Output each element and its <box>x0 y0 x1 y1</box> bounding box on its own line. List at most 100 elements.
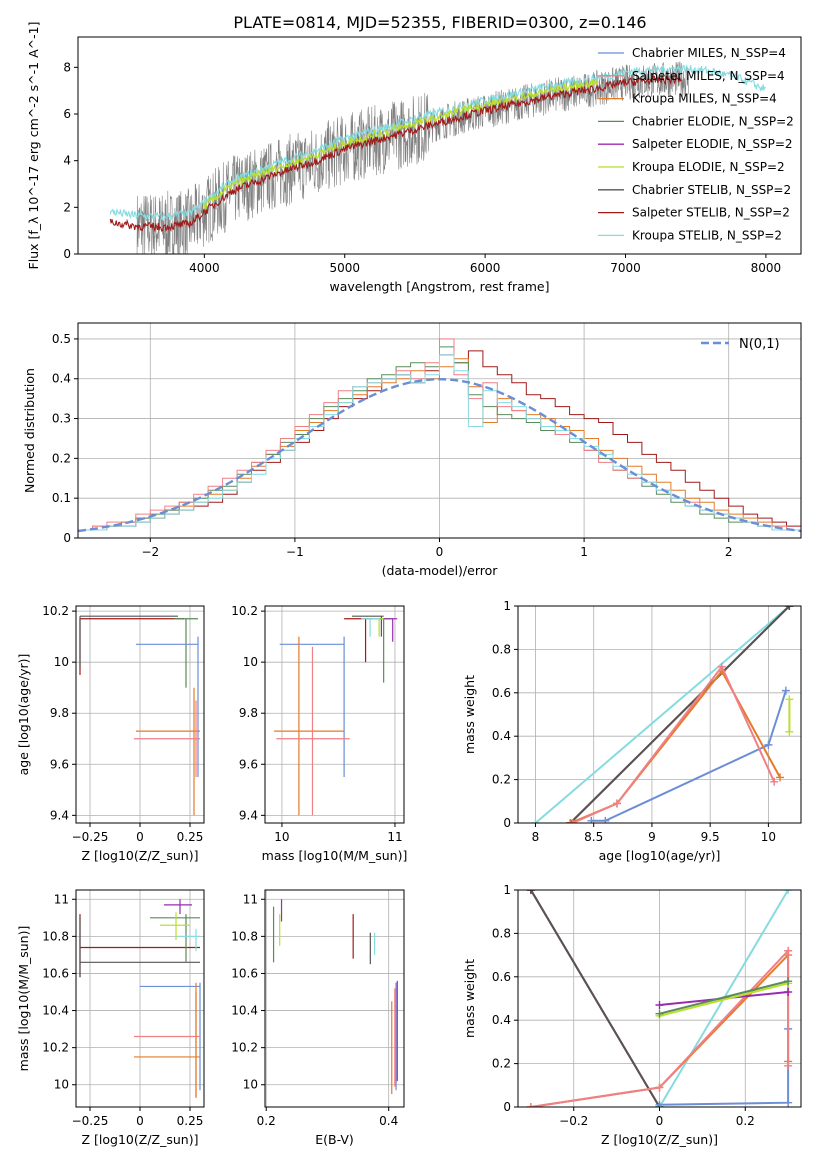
y-tick-label: 6 <box>63 107 71 121</box>
y-axis-label: mass [log10(M/M_sun)] <box>16 926 31 1072</box>
x-tick-label: 11 <box>387 830 402 844</box>
weight-marker <box>785 695 794 704</box>
y-tick-label: 4 <box>63 154 71 168</box>
x-tick-label: −0.25 <box>72 830 109 844</box>
spectrum-line <box>203 78 598 209</box>
y-tick-label: 0.8 <box>492 926 511 940</box>
x-tick-label: −1 <box>286 545 304 559</box>
histogram-step <box>78 354 801 538</box>
y-tick-label: 9.8 <box>239 706 258 720</box>
y-tick-label: 9.4 <box>50 808 69 822</box>
weight-marker <box>784 987 793 996</box>
plot-area <box>78 338 801 538</box>
y-tick-label: 10.8 <box>231 929 258 943</box>
plot-area <box>109 61 766 254</box>
weight-marker <box>770 777 779 786</box>
weight-marker <box>784 946 793 955</box>
spectrum-line <box>109 75 682 233</box>
x-tick-label: 0 <box>136 830 144 844</box>
weight-marker <box>612 799 621 808</box>
y-tick-label: 10.4 <box>231 1004 258 1018</box>
weight-line <box>591 690 787 822</box>
y-tick-label: 0.4 <box>52 372 71 386</box>
y-tick-label: 0 <box>63 247 71 261</box>
weight-line <box>570 669 781 823</box>
y-tick-label: 0.5 <box>52 332 71 346</box>
y-tick-label: 2 <box>63 200 71 214</box>
legend-entry: Salpeter MILES, N_SSP=4 <box>632 69 785 83</box>
weight-line <box>659 980 789 1015</box>
y-axis-label: mass weight <box>462 959 477 1038</box>
x-tick-label: 6000 <box>470 261 501 275</box>
x-axis-label: wavelength [Angstrom, rest frame] <box>329 279 549 294</box>
weight-marker <box>601 816 610 823</box>
y-tick-label: 0.6 <box>492 686 511 700</box>
x-tick-label: 0.2 <box>257 1114 276 1128</box>
gaussian-curve <box>78 377 801 533</box>
panel-mass-vs-Z: −0.25 0 0.25 10 10.2 10.4 10.6 10.8 11 Z [log10(Z… <box>16 889 205 1147</box>
x-tick-label: 7000 <box>610 261 641 275</box>
x-tick-label: 8.5 <box>584 830 603 844</box>
y-tick-label: 11 <box>243 892 258 906</box>
y-tick-label: 0.3 <box>52 412 71 426</box>
x-tick-label: −0.2 <box>559 1114 588 1128</box>
weight-line <box>659 991 789 1006</box>
weight-line <box>569 606 791 823</box>
panel-age-vs-mass: 10 11 9.4 9.6 9.8 10 10.2 mass [log10(M/M_sun)] <box>231 604 407 863</box>
y-axis-label: Flux [f_λ 10^-17 erg cm^-2 s^-1 A^-1] <box>26 22 41 270</box>
y-tick-label: 10.2 <box>42 604 69 618</box>
weight-line <box>659 982 789 1017</box>
x-tick-label: 0.25 <box>177 830 204 844</box>
y-tick-label: 1 <box>503 883 511 897</box>
legend-entry: Chabrier STELIB, N_SSP=2 <box>632 183 791 197</box>
weight-line <box>530 948 790 1107</box>
plot-area <box>526 890 793 1107</box>
weight-marker <box>784 1098 793 1107</box>
weight-line <box>530 890 661 1107</box>
weight-marker <box>784 890 793 894</box>
y-tick-label: 10 <box>243 655 258 669</box>
x-tick-label: 0 <box>656 1114 664 1128</box>
x-tick-label: 2 <box>725 545 733 559</box>
y-tick-label: 0.6 <box>492 970 511 984</box>
x-tick-label: 4000 <box>189 261 220 275</box>
x-axis-label: Z [log10(Z/Z_sun)] <box>82 1132 199 1147</box>
x-tick-label: −2 <box>141 545 159 559</box>
y-tick-label: 0 <box>63 531 71 545</box>
plot-area <box>79 615 200 816</box>
panel-spectrum: 4000 5000 6000 7000 8000 0 2 4 6 8 wavelength [Ang… <box>26 22 802 294</box>
weight-marker <box>784 977 793 986</box>
y-tick-label: 0 <box>503 1100 511 1114</box>
weight-marker <box>785 727 794 736</box>
panel-weight-vs-age: 8 8.5 9 9.5 10 0 0.2 0.4 0.6 0.8 1 age [log10(age/y… <box>462 599 802 863</box>
y-tick-label: 0.2 <box>492 1057 511 1071</box>
y-tick-label: 0.2 <box>52 451 71 465</box>
y-tick-label: 10.2 <box>231 604 258 618</box>
axes-frame <box>264 605 405 824</box>
y-tick-label: 10 <box>54 1078 69 1092</box>
y-tick-label: 10.4 <box>42 1004 69 1018</box>
panel-weight-vs-Z: −0.2 0 0.2 0 0.2 0.4 0.6 0.8 1 Z [log10(Z/Z_sun)]… <box>462 883 802 1147</box>
weight-marker <box>587 816 596 823</box>
weight-marker <box>526 890 535 894</box>
axes-frame <box>517 605 802 824</box>
y-tick-label: 0.2 <box>492 773 511 787</box>
x-tick-label: 0.25 <box>177 1114 204 1128</box>
x-axis-label: (data-model)/error <box>382 563 499 578</box>
x-tick-label: 8000 <box>751 261 782 275</box>
figure-title: PLATE=0814, MJD=52355, FIBERID=0300, z=0… <box>233 13 646 32</box>
legend-entry: Kroupa MILES, N_SSP=4 <box>632 92 777 106</box>
legend-entry: N(0,1) <box>739 337 780 352</box>
y-axis-label: age [log10(age/yr)] <box>16 654 31 776</box>
x-tick-label: 0.2 <box>736 1114 755 1128</box>
x-tick-label: 0.4 <box>379 1114 398 1128</box>
weight-line <box>534 606 791 823</box>
y-tick-label: 8 <box>63 60 71 74</box>
x-tick-label: 9.5 <box>701 830 720 844</box>
weight-marker <box>526 1103 535 1107</box>
x-tick-label: 0 <box>436 545 444 559</box>
panel-age-vs-Z: −0.25 0 0.25 9.4 9.6 9.8 10 10.2 Z [log10(Z/Z_su… <box>16 604 205 863</box>
x-axis-label: mass [log10(M/M_sun)] <box>262 848 408 863</box>
axes-frame <box>77 36 802 255</box>
